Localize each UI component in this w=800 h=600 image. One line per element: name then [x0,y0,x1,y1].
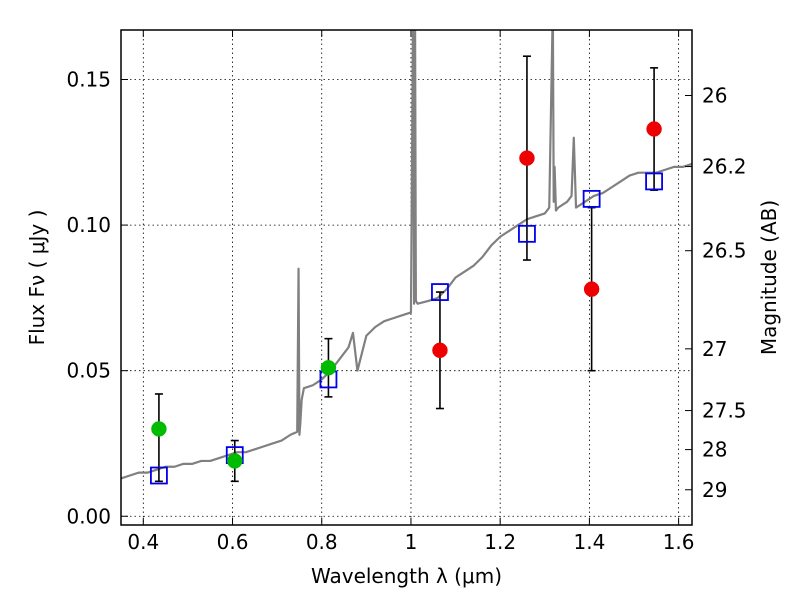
model-point [431,283,449,301]
y2-axis-label: Magnitude (AB) [757,200,781,355]
spectrum-layer [121,30,692,480]
spectrum-line [121,30,692,480]
measurement-point [519,150,535,166]
x-tick-label: 1 [405,530,418,554]
model-point [518,224,536,243]
y-tick-label: 0.05 [66,359,111,383]
grid-lines [121,30,692,525]
detection-point [227,453,243,469]
plot-frame [120,29,693,526]
y2-tick-label: 26 [702,84,727,108]
detection-point [151,421,167,437]
x-tick-label: 1.2 [484,530,516,554]
model-point [150,466,168,485]
ticks-layer: 0.4 0.6 0.8 1 1.2 1.4 1.6 0.00 0.05 0.10 0.15 26 26.… [66,30,747,554]
y2-tick-label: 26.5 [702,239,747,263]
y-axis-label: Flux Fν ( μJy ) [25,210,49,346]
x-tick-label: 1.4 [573,530,605,554]
x-tick-label: 1.6 [663,530,695,554]
y-tick-label: 0.15 [66,68,111,92]
y-tick-label: 0.10 [66,213,111,237]
x-tick-label: 0.4 [127,530,159,554]
x-tick-label: 0.8 [306,530,338,554]
detection-point [320,360,337,376]
measurement-point [646,121,662,137]
errorbar-layer [154,55,659,483]
model-point [645,172,663,191]
y2-tick-label: 26.2 [702,155,747,179]
measurement-point [583,281,600,297]
measurement-point [432,342,448,359]
points-layer [150,121,663,485]
x-axis-label: Wavelength λ (μm) [311,564,502,588]
y2-tick-label: 29 [702,478,727,502]
y-tick-label: 0.00 [66,504,111,528]
model-point [582,189,601,208]
y2-tick-label: 27 [702,337,727,361]
y2-tick-label: 28 [702,438,727,462]
y2-tick-label: 27.5 [702,399,747,423]
x-tick-label: 0.6 [217,530,249,554]
